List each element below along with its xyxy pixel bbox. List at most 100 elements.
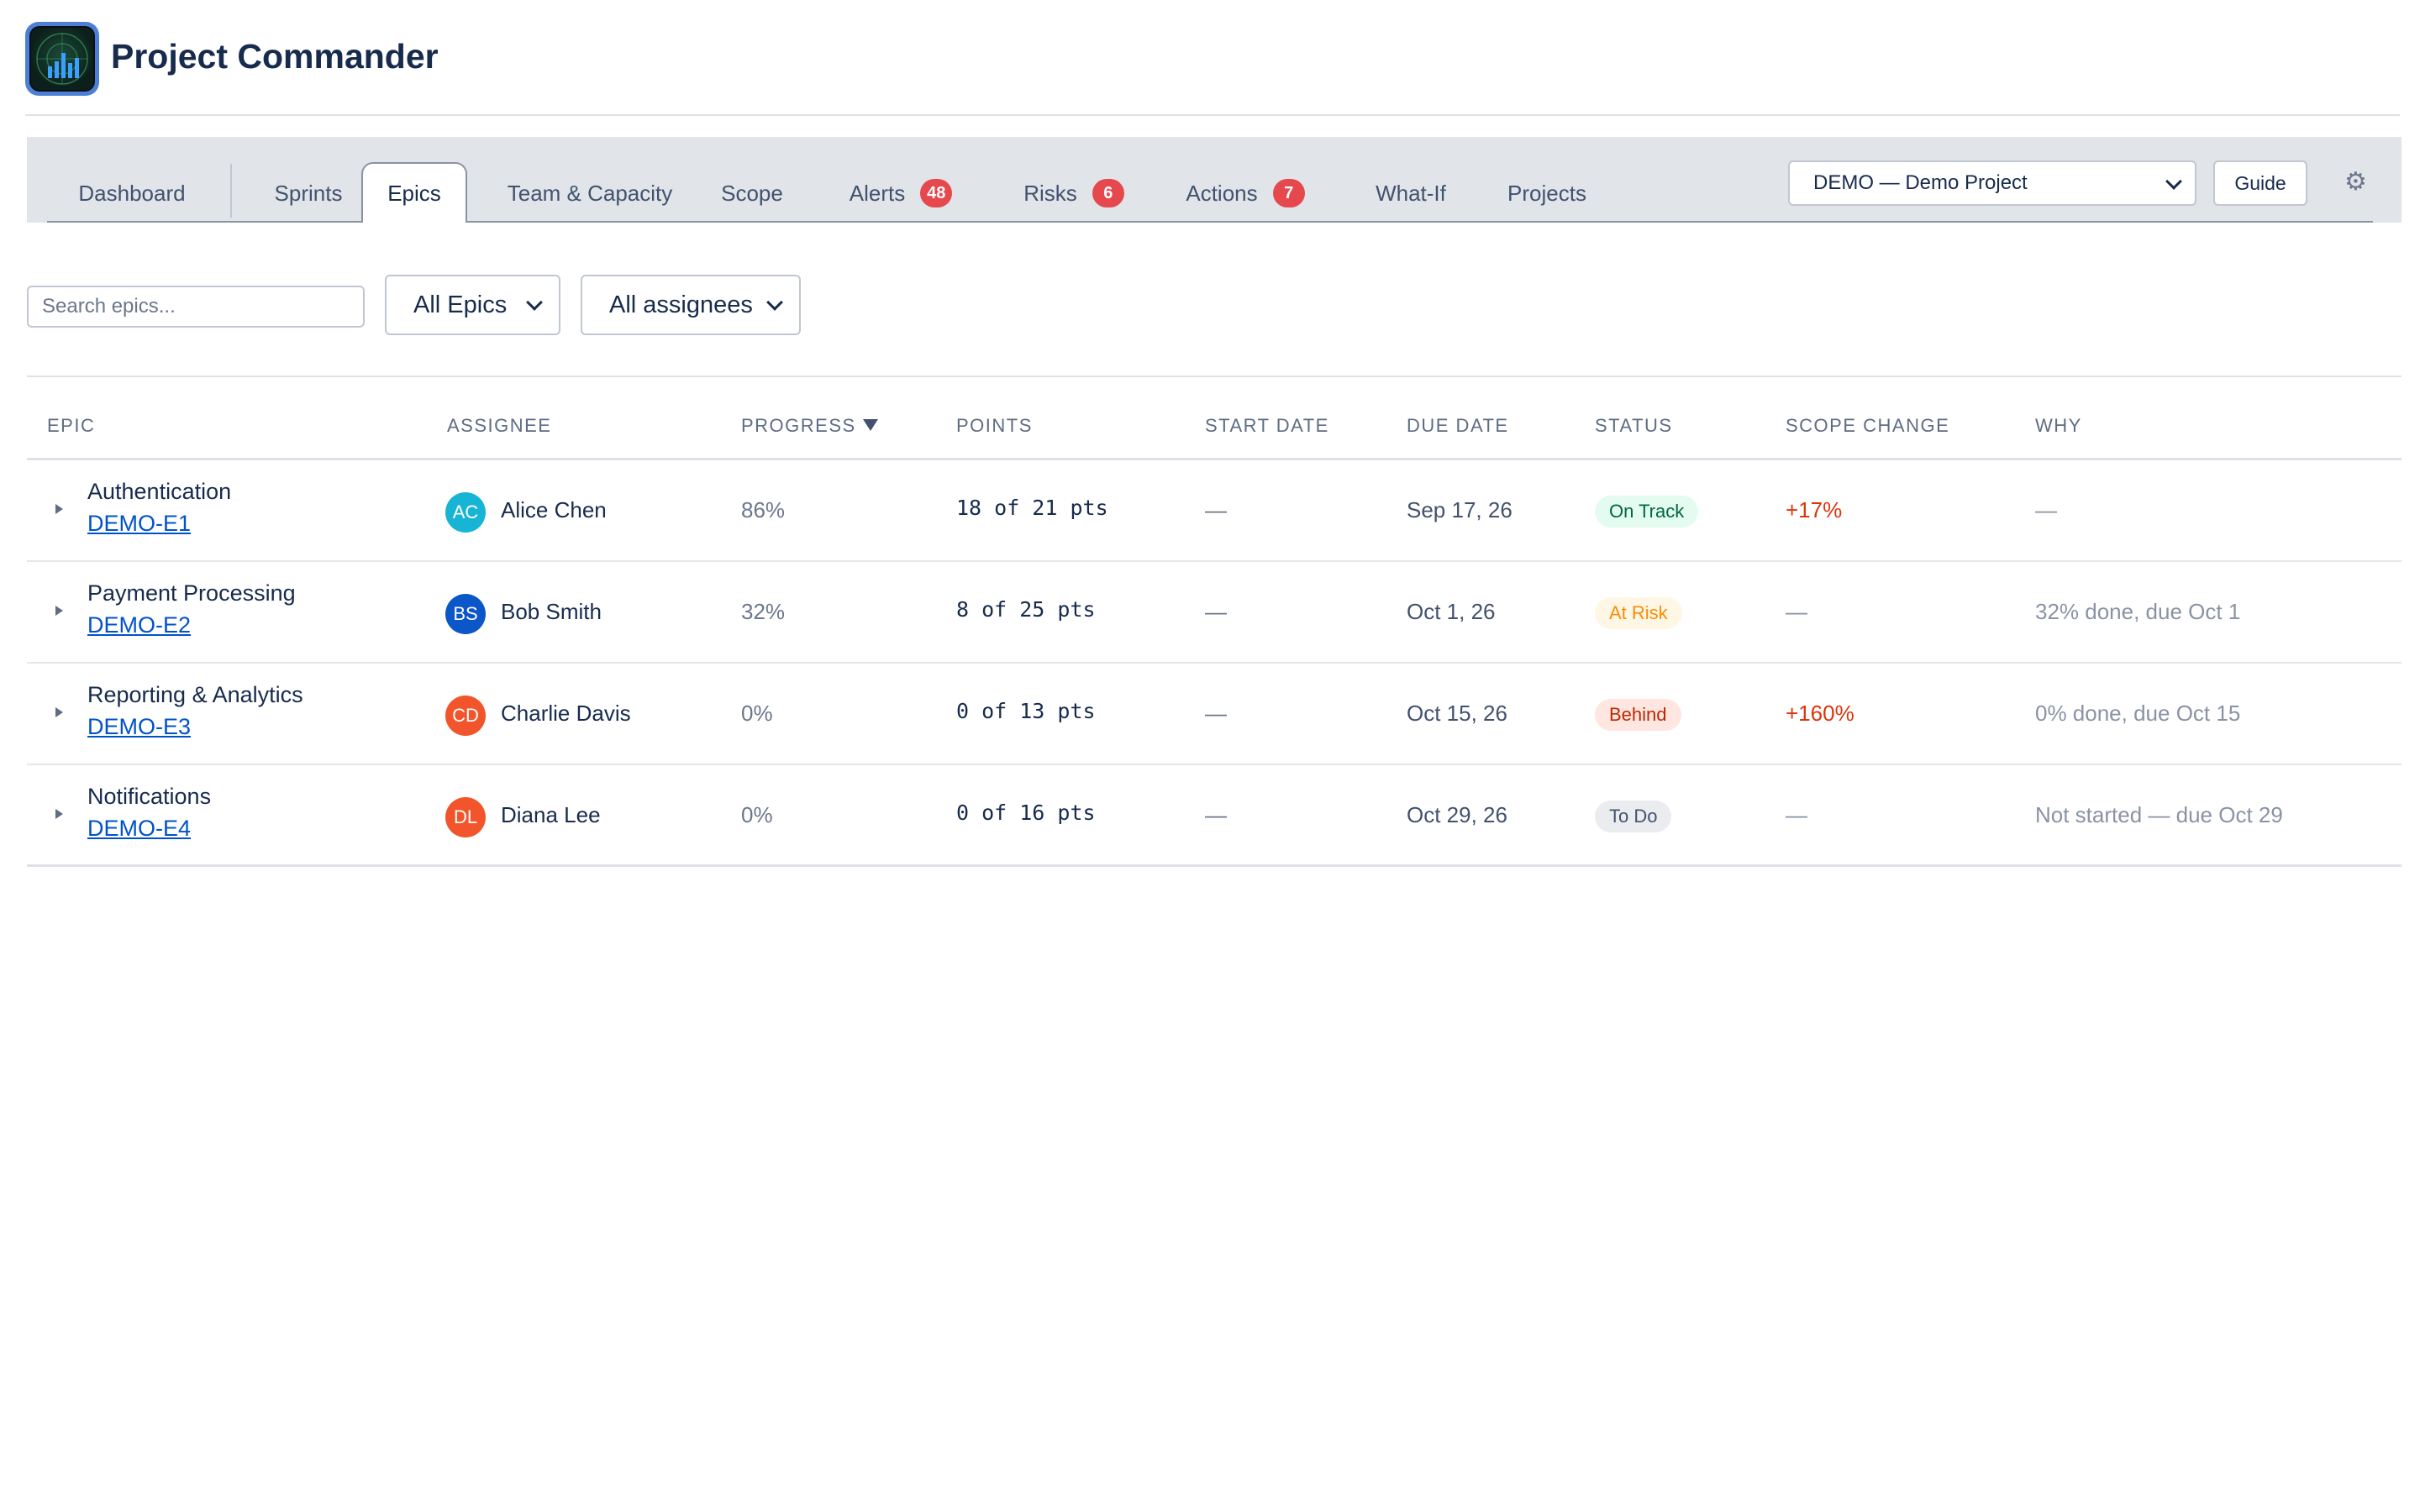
table-row[interactable]: Notifications DEMO-E4 DL Diana Lee 0% 0 … [27, 765, 2402, 867]
tab-alerts[interactable]: Alerts 48 [812, 164, 990, 223]
col-header-due-date[interactable]: DUE DATE [1407, 415, 1509, 436]
sort-desc-icon [862, 419, 878, 431]
scope-change-value: +160% [1786, 701, 1854, 726]
epics-table: EPIC ASSIGNEE PROGRESS POINTS START DATE… [27, 403, 2402, 867]
epic-key-link[interactable]: DEMO-E2 [87, 612, 192, 638]
start-date: — [1205, 497, 1227, 522]
tab-label: Epics [387, 180, 441, 206]
progress-value: 0% [741, 701, 773, 726]
table-body: Authentication DEMO-E1 AC Alice Chen 86%… [27, 460, 2402, 867]
expand-caret-icon[interactable] [55, 707, 63, 717]
chevron-down-icon [766, 294, 783, 311]
project-select-value: DEMO — Demo Project [1813, 171, 2028, 194]
scope-change-value: — [1786, 802, 1807, 827]
col-header-points[interactable]: POINTS [956, 415, 1033, 436]
tab-label: Dashboard [78, 180, 186, 206]
risks-count-badge: 6 [1092, 179, 1124, 207]
assignee-filter-value: All assignees [609, 291, 753, 318]
search-epics-input[interactable]: Search epics... [27, 286, 365, 328]
project-select[interactable]: DEMO — Demo Project [1788, 160, 2196, 206]
table-header: EPIC ASSIGNEE PROGRESS POINTS START DATE… [27, 403, 2402, 460]
start-date: — [1205, 802, 1227, 827]
tab-projects[interactable]: Projects [1476, 164, 1618, 223]
expand-caret-icon[interactable] [55, 504, 63, 514]
due-date: Oct 15, 26 [1407, 701, 1507, 726]
col-header-progress-label: PROGRESS [741, 415, 856, 436]
expand-caret-icon[interactable] [55, 606, 63, 616]
col-header-scope-change[interactable]: SCOPE CHANGE [1786, 415, 1950, 436]
chevron-down-icon [2165, 173, 2182, 190]
status-badge: To Do [1595, 801, 1672, 832]
tab-team-capacity[interactable]: Team & Capacity [481, 164, 699, 223]
tab-divider [230, 164, 232, 218]
radar-chart-icon [29, 26, 95, 92]
epic-key-link[interactable]: DEMO-E1 [87, 511, 192, 536]
guide-button[interactable]: Guide [2213, 160, 2307, 206]
nav-tabbar: Dashboard Sprints Epics Team & Capacity … [27, 137, 2402, 223]
avatar: CD [445, 696, 486, 736]
app-header: Project Commander [25, 22, 2400, 116]
app-title: Project Commander [111, 37, 439, 76]
epic-key-link[interactable]: DEMO-E3 [87, 714, 192, 739]
tab-scope[interactable]: Scope [694, 164, 810, 223]
status-badge: At Risk [1595, 597, 1682, 629]
assignee-name: Alice Chen [501, 497, 607, 522]
col-header-epic[interactable]: EPIC [47, 415, 96, 436]
epic-name: Payment Processing [87, 580, 296, 606]
epic-filter-select[interactable]: All Epics [385, 275, 560, 335]
tab-dashboard[interactable]: Dashboard [47, 164, 217, 223]
col-header-start-date[interactable]: START DATE [1205, 415, 1329, 436]
due-date: Sep 17, 26 [1407, 497, 1512, 522]
tab-label: What-If [1376, 180, 1446, 206]
progress-value: 32% [741, 599, 786, 624]
table-row[interactable]: Payment Processing DEMO-E2 BS Bob Smith … [27, 562, 2402, 664]
tab-label: Scope [721, 180, 783, 206]
why-text: — [2035, 497, 2057, 522]
col-header-status[interactable]: STATUS [1595, 415, 1673, 436]
why-text: 32% done, due Oct 1 [2035, 599, 2241, 624]
assignee-filter-select[interactable]: All assignees [581, 275, 801, 335]
start-date: — [1205, 599, 1227, 624]
search-placeholder: Search epics... [42, 295, 176, 318]
tab-risks[interactable]: Risks 6 [997, 164, 1151, 223]
epic-name: Reporting & Analytics [87, 682, 303, 707]
table-row[interactable]: Reporting & Analytics DEMO-E3 CD Charlie… [27, 664, 2402, 765]
tab-what-if[interactable]: What-If [1343, 164, 1479, 223]
assignee-name: Bob Smith [501, 599, 602, 624]
tab-label: Actions [1186, 180, 1258, 206]
col-header-progress[interactable]: PROGRESS [741, 415, 878, 437]
status-badge: Behind [1595, 699, 1681, 731]
epic-key-link[interactable]: DEMO-E4 [87, 816, 192, 841]
epic-name: Authentication [87, 479, 232, 504]
chevron-down-icon [526, 294, 543, 311]
due-date: Oct 1, 26 [1407, 599, 1496, 624]
scope-change-value: — [1786, 599, 1807, 624]
tab-label: Team & Capacity [507, 180, 673, 206]
tab-epics[interactable]: Epics [361, 162, 467, 223]
tab-label: Sprints [274, 180, 343, 206]
assignee-name: Diana Lee [501, 802, 601, 827]
expand-caret-icon[interactable] [55, 809, 63, 819]
avatar: DL [445, 797, 486, 837]
avatar: BS [445, 594, 486, 634]
section-divider [27, 375, 2402, 377]
tab-sprints[interactable]: Sprints [234, 164, 383, 223]
col-header-assignee[interactable]: ASSIGNEE [447, 415, 552, 436]
tab-label: Alerts [849, 180, 906, 206]
points-value: 18 of 21 pts [956, 496, 1108, 520]
col-header-why[interactable]: WHY [2035, 415, 2082, 436]
points-value: 0 of 16 pts [956, 801, 1096, 825]
progress-value: 0% [741, 802, 773, 827]
gear-icon[interactable]: ⚙ [2344, 168, 2367, 196]
app-logo [25, 22, 99, 96]
points-value: 8 of 25 pts [956, 597, 1096, 622]
avatar: AC [445, 492, 486, 533]
start-date: — [1205, 701, 1227, 726]
actions-count-badge: 7 [1272, 179, 1305, 207]
tab-actions[interactable]: Actions 7 [1153, 164, 1338, 223]
due-date: Oct 29, 26 [1407, 802, 1507, 827]
table-row[interactable]: Authentication DEMO-E1 AC Alice Chen 86%… [27, 460, 2402, 562]
points-value: 0 of 13 pts [956, 699, 1096, 723]
why-text: 0% done, due Oct 15 [2035, 701, 2241, 726]
nav-tabs: Dashboard Sprints Epics Team & Capacity … [47, 162, 2373, 223]
